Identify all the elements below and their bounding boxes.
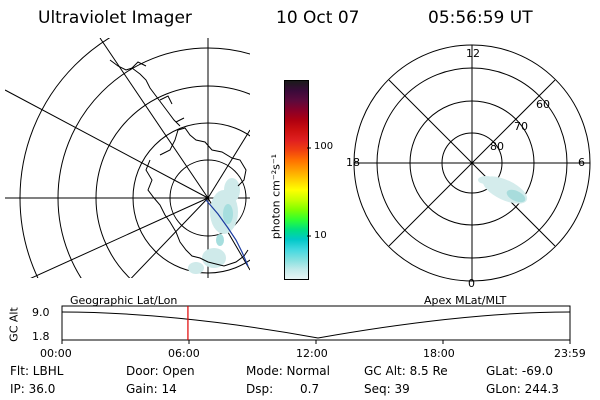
timeline-xtick-0600: 06:00 [168, 347, 200, 360]
mlt-label-6: 6 [578, 156, 585, 169]
timeline-xtick-2359: 23:59 [554, 347, 586, 360]
timeline-ytick-9: 9.0 [32, 306, 50, 319]
door-label: Door: Open [126, 364, 195, 378]
time-label: 05:56:59 UT [428, 8, 533, 28]
glon-label: GLon: 244.3 [486, 382, 559, 396]
colorbar-tick-10: 10 [314, 230, 327, 241]
mlt-label-12: 12 [466, 47, 480, 60]
dsp-value: 0.7 [300, 382, 320, 396]
mlat-label-70: 70 [514, 120, 528, 133]
colorbar [284, 80, 309, 280]
mlat-label-60: 60 [536, 98, 550, 111]
mlt-label-18: 18 [346, 156, 360, 169]
timeline-axis-label: GC Alt [7, 307, 21, 342]
mlt-label-0: 0 [468, 277, 475, 290]
date-label: 10 Oct 07 [276, 8, 360, 28]
glat-label: GLat: -69.0 [486, 364, 553, 378]
colorbar-unit-label: photon cm⁻²s⁻¹ [269, 153, 283, 240]
timeline-xtick-1200: 12:00 [296, 347, 328, 360]
gain-label: Gain: 14 [126, 382, 177, 396]
geographic-label: Geographic Lat/Lon [70, 294, 178, 307]
timeline-xtick-1800: 18:00 [423, 347, 455, 360]
apex-label: Apex MLat/MLT [424, 294, 507, 307]
gc-alt-label: GC Alt: 8.5 Re [364, 364, 448, 378]
dsp-label: Dsp: [246, 382, 274, 396]
seq-label: Seq: 39 [364, 382, 410, 396]
mode-label: Mode: Normal [246, 364, 330, 378]
ip-label: IP: 36.0 [10, 382, 56, 396]
timeline-xtick-0000: 00:00 [40, 347, 72, 360]
instrument-title: Ultraviolet Imager [38, 8, 192, 28]
flt-label: Flt: LBHL [10, 364, 64, 378]
timeline-ytick-1-8: 1.8 [32, 330, 50, 343]
colorbar-tick-100: 100 [314, 141, 334, 152]
mlat-label-80: 80 [490, 140, 504, 153]
